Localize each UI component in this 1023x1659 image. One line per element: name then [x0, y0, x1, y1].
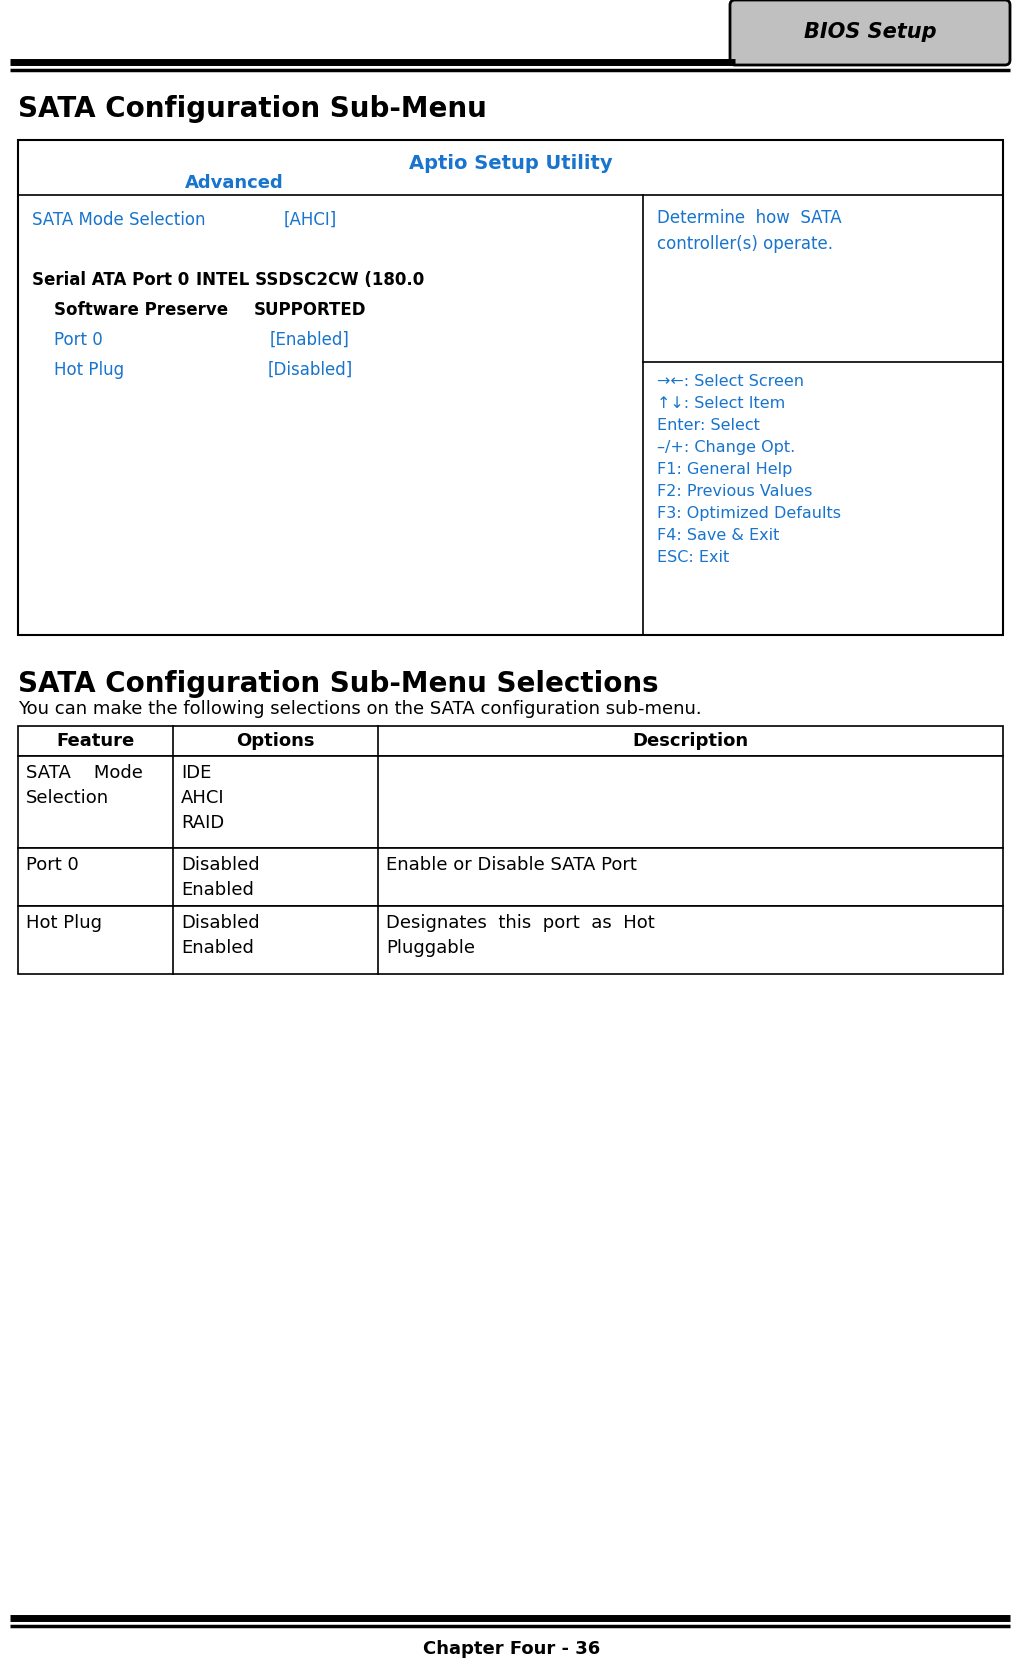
- Text: Chapter Four - 36: Chapter Four - 36: [422, 1641, 601, 1657]
- Bar: [18, 139, 1003, 635]
- Text: [Disabled]: [Disabled]: [267, 362, 353, 378]
- Text: SATA Configuration Sub-Menu Selections: SATA Configuration Sub-Menu Selections: [18, 670, 659, 698]
- Text: Serial ATA Port 0: Serial ATA Port 0: [32, 270, 189, 289]
- Text: ↑↓: Select Item: ↑↓: Select Item: [658, 397, 786, 411]
- Text: F3: Optimized Defaults: F3: Optimized Defaults: [658, 506, 842, 521]
- Text: ESC: Exit: ESC: Exit: [658, 551, 729, 566]
- Text: →←: Select Screen: →←: Select Screen: [658, 375, 804, 390]
- Text: Hot Plug: Hot Plug: [54, 362, 124, 378]
- Text: SATA Mode Selection: SATA Mode Selection: [32, 211, 206, 229]
- Text: Designates  this  port  as  Hot
Pluggable: Designates this port as Hot Pluggable: [386, 914, 655, 957]
- Text: SUPPORTED: SUPPORTED: [254, 300, 366, 319]
- Text: SATA    Mode
Selection: SATA Mode Selection: [26, 765, 143, 806]
- Bar: [18, 727, 1003, 757]
- Text: INTEL SSDSC2CW (180.0: INTEL SSDSC2CW (180.0: [195, 270, 425, 289]
- Text: Options: Options: [236, 732, 315, 750]
- Bar: [18, 848, 1003, 906]
- Text: Description: Description: [632, 732, 749, 750]
- Text: Port 0: Port 0: [26, 856, 79, 874]
- Text: You can make the following selections on the SATA configuration sub-menu.: You can make the following selections on…: [18, 700, 702, 718]
- Text: Advanced: Advanced: [185, 174, 284, 192]
- Text: [Enabled]: [Enabled]: [270, 332, 350, 348]
- Text: Hot Plug: Hot Plug: [26, 914, 102, 932]
- Text: IDE
AHCI
RAID: IDE AHCI RAID: [181, 765, 225, 833]
- Text: Disabled
Enabled: Disabled Enabled: [181, 914, 260, 957]
- Text: Disabled
Enabled: Disabled Enabled: [181, 856, 260, 899]
- Text: BIOS Setup: BIOS Setup: [804, 23, 936, 43]
- Text: Aptio Setup Utility: Aptio Setup Utility: [408, 154, 613, 173]
- Text: F4: Save & Exit: F4: Save & Exit: [658, 528, 780, 542]
- Bar: [18, 906, 1003, 974]
- FancyBboxPatch shape: [730, 0, 1010, 65]
- Text: Feature: Feature: [56, 732, 135, 750]
- Text: Port 0: Port 0: [54, 332, 102, 348]
- Text: Determine  how  SATA
controller(s) operate.: Determine how SATA controller(s) operate…: [658, 209, 842, 254]
- Bar: [18, 757, 1003, 848]
- Text: F1: General Help: F1: General Help: [658, 463, 793, 478]
- Text: Enter: Select: Enter: Select: [658, 418, 760, 433]
- Text: –/+: Change Opt.: –/+: Change Opt.: [658, 440, 796, 455]
- Text: Enable or Disable SATA Port: Enable or Disable SATA Port: [386, 856, 637, 874]
- Text: [AHCI]: [AHCI]: [283, 211, 337, 229]
- Text: F2: Previous Values: F2: Previous Values: [658, 484, 813, 499]
- Text: SATA Configuration Sub-Menu: SATA Configuration Sub-Menu: [18, 95, 487, 123]
- Text: Software Preserve: Software Preserve: [54, 300, 228, 319]
